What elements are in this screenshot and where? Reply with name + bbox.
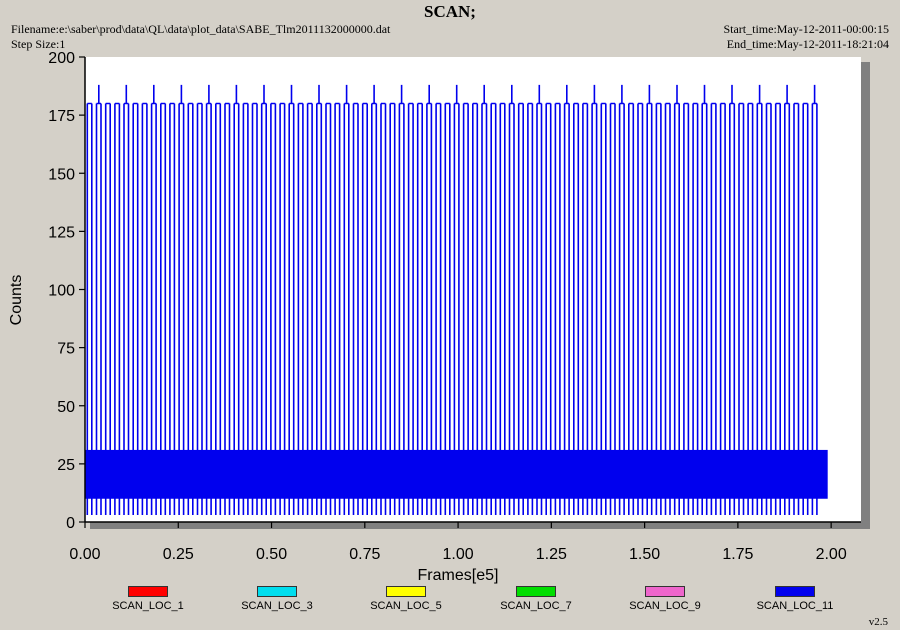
legend-label: SCAN_LOC_3 (241, 600, 313, 612)
y-tick-label: 0 (66, 515, 75, 532)
series-scan-loc-11 (85, 84, 828, 515)
legend-swatch (128, 586, 168, 597)
data-layer (85, 84, 828, 515)
y-tick-label: 100 (48, 283, 75, 300)
legend-swatch (645, 586, 685, 597)
legend-swatch (257, 586, 297, 597)
legend-swatch (386, 586, 426, 597)
scan-band (85, 449, 828, 499)
start-time-label: Start_time:May-12-2011-00:00:15 (723, 22, 889, 36)
legend-label: SCAN_LOC_1 (112, 600, 184, 612)
legend-item: SCAN_LOC_11 (740, 586, 850, 612)
x-tick-label: 0.25 (163, 546, 194, 563)
tick-layer: 0 25 50 75 100 125 150 175 200 0.00 0.25 0.50 0.75 1.… (48, 50, 847, 563)
y-tick-label: 175 (48, 108, 75, 125)
end-time-label: End_time:May-12-2011-18:21:04 (726, 37, 889, 51)
chart-title: SCAN; (424, 2, 476, 21)
x-axis-label: Frames[e5] (418, 567, 499, 584)
legend-label: SCAN_LOC_5 (370, 600, 442, 612)
y-axis-label: Counts (8, 275, 25, 326)
y-tick-label: 200 (48, 50, 75, 67)
legend-swatch (516, 586, 556, 597)
x-tick-label: 1.75 (722, 546, 753, 563)
legend-item: SCAN_LOC_5 (351, 586, 461, 612)
y-tick-label: 50 (57, 399, 75, 416)
y-tick-label: 125 (48, 224, 75, 241)
x-tick-label: 2.00 (816, 546, 847, 563)
step-size-label: Step Size:1 (11, 37, 66, 51)
x-tick-label: 1.50 (629, 546, 660, 563)
legend-swatch (775, 586, 815, 597)
x-tick-label: 0.75 (349, 546, 380, 563)
filename-label: Filename:e:\saber\prod\data\QL\data\plot… (11, 22, 391, 36)
x-tick-label: 0.00 (69, 546, 100, 563)
y-tick-label: 75 (57, 341, 75, 358)
legend-label: SCAN_LOC_9 (629, 600, 701, 612)
y-tick-label: 25 (57, 457, 75, 474)
legend-item: SCAN_LOC_7 (481, 586, 591, 612)
x-tick-label: 1.00 (443, 546, 474, 563)
legend-label: SCAN_LOC_11 (756, 600, 834, 612)
version-label: v2.5 (868, 616, 888, 628)
legend-item: SCAN_LOC_1 (93, 586, 203, 612)
x-tick-label: 1.25 (536, 546, 567, 563)
legend-item: SCAN_LOC_3 (222, 586, 332, 612)
x-tick-label: 0.50 (256, 546, 287, 563)
y-tick-label: 150 (48, 166, 75, 183)
scan-spikes (86, 84, 818, 515)
legend-item: SCAN_LOC_9 (610, 586, 720, 612)
legend-label: SCAN_LOC_7 (500, 600, 572, 612)
